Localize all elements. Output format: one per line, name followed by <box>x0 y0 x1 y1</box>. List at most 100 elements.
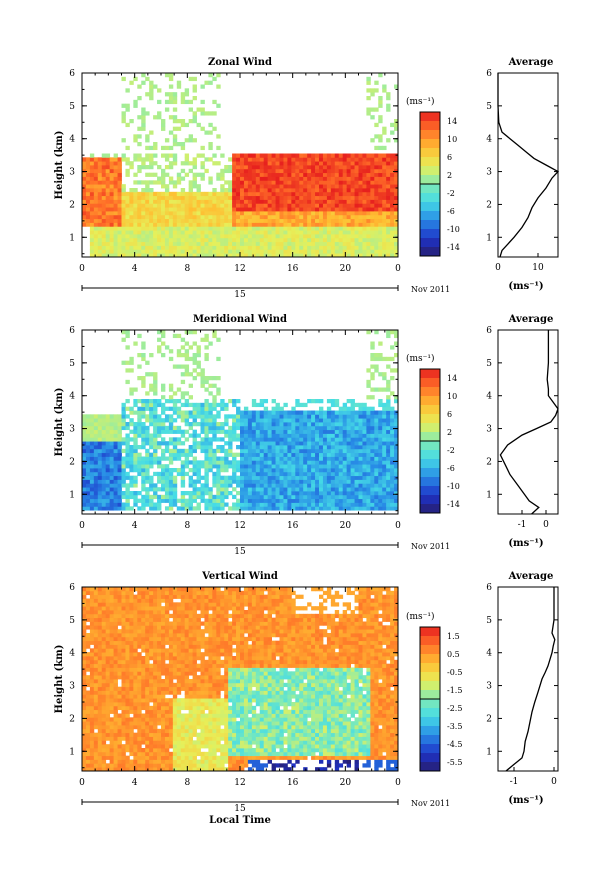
heatmap-cell <box>315 172 320 177</box>
heatmap-cell <box>82 157 87 162</box>
heatmap-cell <box>342 475 348 480</box>
heatmap-cell <box>157 441 162 446</box>
heatmap-cell <box>319 460 324 465</box>
heatmap-cell <box>161 234 166 239</box>
heatmap-cell <box>386 402 391 408</box>
heatmap-cell <box>188 237 193 243</box>
heatmap-cell <box>390 414 395 419</box>
heatmap-cell <box>157 429 162 434</box>
heatmap-cell <box>271 234 276 239</box>
heatmap-cell <box>307 176 312 181</box>
heatmap-cell <box>93 759 99 764</box>
heatmap-cell <box>161 211 166 216</box>
colorbar-segment <box>420 486 440 496</box>
heatmap-cell <box>168 422 174 427</box>
heatmap-cell <box>378 414 383 419</box>
heatmap-cell <box>255 494 261 500</box>
heatmap-cell <box>164 138 170 143</box>
heatmap-cell <box>82 690 87 695</box>
heatmap-cell <box>291 153 296 158</box>
heatmap-cell <box>101 759 107 764</box>
heatmap-cell <box>283 230 288 235</box>
heatmap-cell <box>255 506 261 511</box>
heatmap-cell <box>141 410 146 415</box>
heatmap-cell <box>322 241 328 246</box>
heatmap-cell <box>334 506 340 511</box>
heatmap-cell <box>236 222 241 227</box>
heatmap-cell <box>125 157 130 162</box>
heatmap-cell <box>394 84 399 89</box>
heatmap-cell <box>322 222 328 227</box>
heatmap-cell <box>180 483 186 488</box>
heatmap-cell <box>212 234 217 239</box>
heatmap-cell <box>101 161 107 166</box>
heatmap-cell <box>275 241 280 246</box>
heatmap-cell <box>319 456 324 461</box>
heatmap-cell <box>279 456 284 461</box>
heatmap-cell <box>188 245 193 250</box>
heatmap-cell <box>93 598 99 603</box>
heatmap-cell <box>93 494 99 500</box>
heatmap-cell <box>117 441 122 446</box>
heatmap-cell <box>366 176 371 181</box>
heatmap-cell <box>346 475 351 480</box>
heatmap-cell <box>137 353 142 358</box>
heatmap-cell <box>350 168 355 174</box>
heatmap-cell <box>287 253 292 258</box>
heatmap-cell <box>232 414 237 419</box>
heatmap-cell <box>334 241 340 246</box>
heatmap-cell <box>326 425 332 431</box>
heatmap-cell <box>180 502 186 507</box>
heatmap-cell <box>82 172 87 177</box>
heatmap-cell <box>350 226 355 231</box>
heatmap-cell <box>322 188 328 193</box>
heatmap-cell <box>101 663 107 668</box>
heatmap-cell <box>287 245 292 250</box>
heatmap-cell <box>243 253 249 258</box>
heatmap-cell <box>105 763 111 768</box>
heatmap-cell <box>153 445 158 450</box>
heatmap-cell <box>259 433 265 438</box>
heatmap-cell <box>192 172 197 177</box>
heatmap-cell <box>378 222 383 227</box>
heatmap-cell <box>82 728 87 734</box>
heatmap-cell <box>113 153 118 158</box>
heatmap-cell <box>342 402 348 408</box>
heatmap-cell <box>303 218 308 223</box>
heatmap-cell <box>338 506 344 511</box>
heatmap-cell <box>267 211 272 216</box>
heatmap-cell <box>370 429 375 434</box>
heatmap-cell <box>89 667 95 672</box>
heatmap-cell <box>326 498 332 503</box>
heatmap-cell <box>149 207 154 212</box>
heatmap-cell <box>326 249 332 254</box>
heatmap-cell <box>338 172 344 177</box>
heatmap-cell <box>390 448 395 454</box>
heatmap-cell <box>354 429 359 434</box>
heatmap-cell <box>109 502 114 507</box>
heatmap-cell <box>176 172 182 177</box>
chart-title: Zonal Wind <box>208 57 272 68</box>
heatmap-cell <box>342 157 348 162</box>
heatmap-cell <box>137 142 142 147</box>
heatmap-cell <box>390 172 395 177</box>
heatmap-cell <box>97 460 103 465</box>
heatmap-cell <box>125 441 130 446</box>
heatmap-cell <box>255 425 261 431</box>
heatmap-cell <box>315 165 320 170</box>
heatmap-cell <box>370 376 375 381</box>
heatmap-cell <box>236 157 241 162</box>
heatmap-cell <box>153 425 158 431</box>
heatmap-cell <box>89 744 95 749</box>
heatmap-cell <box>180 429 186 434</box>
heatmap-cell <box>394 199 399 204</box>
heatmap-cell <box>390 483 395 488</box>
heatmap-cell <box>89 184 95 189</box>
heatmap-cell <box>251 448 257 454</box>
heatmap-cell <box>82 195 87 200</box>
heatmap-cell <box>330 487 336 492</box>
heatmap-cell <box>240 491 245 496</box>
heatmap-cell <box>279 211 284 216</box>
heatmap-cell <box>295 414 300 419</box>
heatmap-cell <box>334 222 340 227</box>
